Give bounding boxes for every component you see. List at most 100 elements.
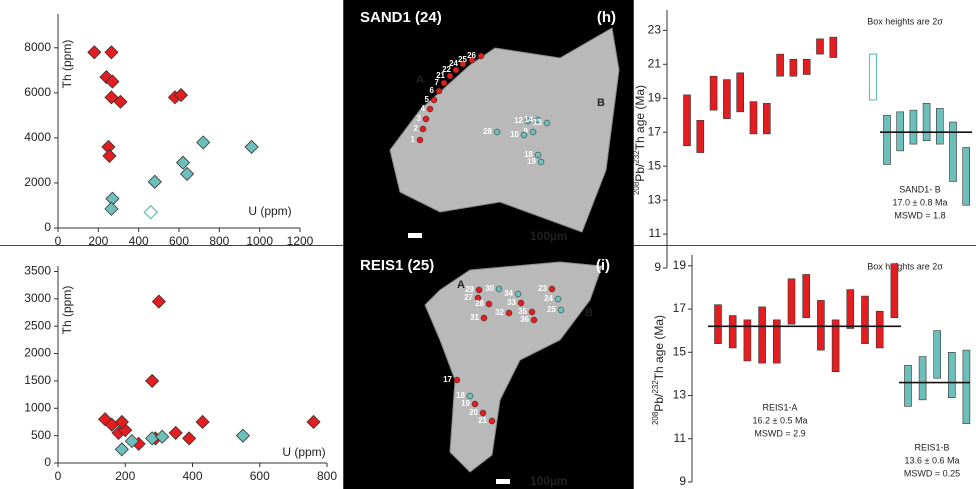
group-a-label: A xyxy=(457,279,465,291)
group-mswd: MSWD = 1.8 xyxy=(894,210,945,220)
age-box xyxy=(905,365,912,406)
age-box xyxy=(723,80,730,119)
age-box xyxy=(870,54,877,100)
age-box xyxy=(830,37,837,57)
y-tick-label: 1000 xyxy=(24,400,51,414)
note: Box heights are 2σ xyxy=(867,16,943,26)
analysis-spot xyxy=(529,309,535,315)
y-axis-label-part: 232 xyxy=(651,380,660,394)
image-title: SAND1 (24) xyxy=(360,9,442,26)
x-tick-label: 0 xyxy=(55,234,62,248)
y-tick-label: 17 xyxy=(673,301,687,315)
y-tick-label: 9 xyxy=(654,260,661,274)
age-box xyxy=(963,147,970,205)
analysis-spot xyxy=(454,377,460,383)
y-tick-label: 11 xyxy=(649,226,662,240)
y-axis-label: 208Pb/232Th age (Ma) xyxy=(651,315,667,425)
analysis-spot xyxy=(481,315,487,321)
analysis-spot xyxy=(506,310,512,316)
age-box xyxy=(919,357,926,400)
x-tick-label: 0 xyxy=(55,469,62,483)
x-tick-label: 600 xyxy=(169,234,189,248)
spot-label: 2 xyxy=(414,124,419,133)
data-point xyxy=(144,206,157,219)
age-box xyxy=(948,352,955,397)
analysis-spot xyxy=(486,301,492,307)
age-box xyxy=(737,73,744,112)
spot-label: 23 xyxy=(538,284,547,293)
spot-label: 19 xyxy=(461,399,470,408)
note: Box heights are 2σ xyxy=(867,261,943,271)
spot-label: 6 xyxy=(430,86,435,95)
group-mswd: MSWD = 0.25 xyxy=(904,468,960,478)
x-tick-label: 800 xyxy=(317,469,337,483)
y-tick-label: 3500 xyxy=(24,264,51,278)
scale-bar xyxy=(408,233,422,238)
y-axis-label-part: Th age (Ma) xyxy=(633,85,647,150)
data-point xyxy=(152,295,165,308)
group-b-label: B xyxy=(597,97,605,109)
age-box xyxy=(876,311,883,348)
x-tick-label: 200 xyxy=(115,469,135,483)
analysis-spot xyxy=(436,88,442,94)
y-tick-label: 15 xyxy=(648,158,662,172)
y-tick-label: 23 xyxy=(648,23,662,37)
analysis-spot xyxy=(467,393,473,399)
spot-label: 4 xyxy=(421,104,426,113)
age-box xyxy=(936,108,943,144)
analysis-spot xyxy=(441,80,447,86)
spot-label: 33 xyxy=(507,298,516,307)
group-b-label: B xyxy=(585,307,593,319)
data-point xyxy=(177,156,190,169)
age-box xyxy=(817,300,824,350)
data-point xyxy=(196,415,209,428)
age-box xyxy=(923,103,930,140)
age-box xyxy=(891,264,898,318)
group-age: 17.0 ± 0.8 Ma xyxy=(893,197,948,207)
age-box xyxy=(684,95,691,146)
x-tick-label: 400 xyxy=(182,469,202,483)
y-tick-label: 15 xyxy=(673,344,687,358)
y-tick-label: 11 xyxy=(674,431,687,445)
group-mswd: MSWD = 2.9 xyxy=(754,428,805,438)
group-label: SAND1- B xyxy=(899,184,941,194)
analysis-spot xyxy=(496,286,502,292)
y-tick-label: 2000 xyxy=(24,346,51,360)
age-box xyxy=(790,59,797,76)
data-point xyxy=(105,46,118,59)
analysis-spot xyxy=(558,307,564,313)
data-point xyxy=(307,415,320,428)
y-tick-label: 19 xyxy=(648,90,662,104)
y-tick-label: 13 xyxy=(673,388,687,402)
analysis-spot xyxy=(518,300,524,306)
x-tick-label: 1000 xyxy=(246,234,273,248)
analysis-spot xyxy=(420,126,426,132)
spot-label: 19 xyxy=(527,157,536,166)
spot-label: 21 xyxy=(478,416,487,425)
age-box xyxy=(897,112,904,151)
analysis-spot xyxy=(489,418,495,424)
y-axis-label-part: 208 xyxy=(651,411,660,425)
analysis-spot xyxy=(480,410,486,416)
y-tick-label: 2000 xyxy=(24,175,51,189)
y-tick-label: 0 xyxy=(44,220,51,234)
age-box xyxy=(803,274,810,317)
spot-label: 32 xyxy=(495,308,504,317)
y-tick-label: 500 xyxy=(31,428,51,442)
age-box xyxy=(884,115,891,164)
x-tick-label: 600 xyxy=(250,469,270,483)
analysis-spot xyxy=(544,120,550,126)
analysis-spot xyxy=(423,116,429,122)
analysis-spot xyxy=(478,53,484,59)
age-box xyxy=(910,110,917,144)
analysis-spot xyxy=(427,106,433,112)
x-tick-label: 1200 xyxy=(287,234,314,248)
data-point xyxy=(88,46,101,59)
x-axis-label: U (ppm) xyxy=(282,445,325,459)
y-tick-label: 13 xyxy=(648,192,662,206)
y-tick-label: 9 xyxy=(679,474,686,488)
spot-label: 10 xyxy=(510,130,519,139)
y-tick-label: 0 xyxy=(44,455,51,469)
y-tick-label: 19 xyxy=(673,258,687,272)
y-tick-label: 3000 xyxy=(24,291,51,305)
